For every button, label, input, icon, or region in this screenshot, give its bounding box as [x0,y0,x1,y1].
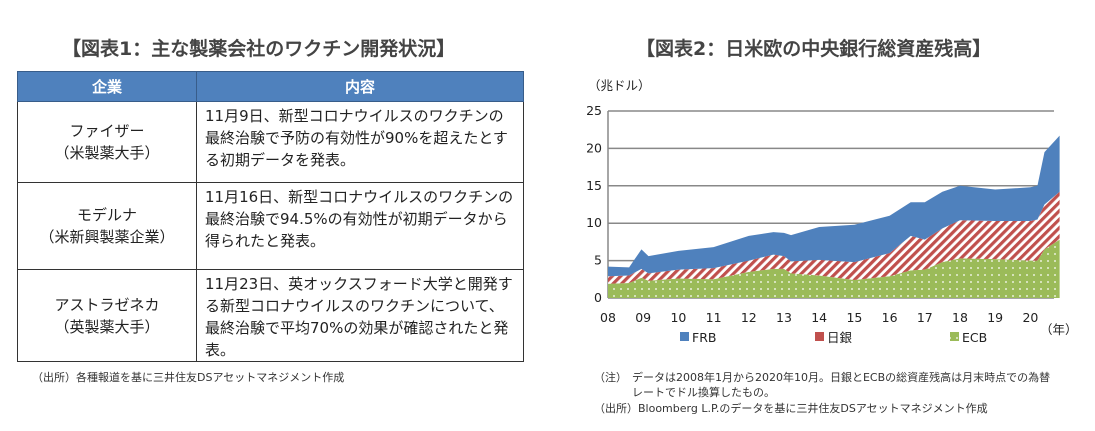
header-company: 企業 [17,71,197,102]
x-tick-label: 09 [635,310,651,325]
x-tick-label: 15 [846,310,862,325]
legend-label: 日銀 [827,330,853,345]
legend-swatch [680,332,689,341]
area-frb [608,135,1060,277]
company-name: モデルナ [76,206,137,224]
legend-swatch [950,332,959,341]
x-tick-label: 10 [670,310,686,325]
note-line2: レートでドル換算したもの。 [632,386,775,399]
x-tick-label: 19 [987,310,1003,325]
x-tick-label: 11 [706,310,722,325]
area-boj [608,191,1060,284]
content-cell: 11月23日、英オックスフォード大学と開発する新型コロナウイルスのワクチンについ… [196,269,524,362]
legend-label: ECB [962,330,987,345]
company-desc: （英製薬大手） [54,317,160,336]
y-tick-label: 5 [594,253,602,268]
note-line1: データは2008年1月から2020年10月。日銀とECBの総資産残高は月末時点で… [632,371,1051,384]
x-tick-label: 08 [600,310,616,325]
header-content: 内容 [196,71,524,102]
x-tick-label: 16 [882,310,898,325]
y-tick-label: 20 [586,140,602,155]
company-cell: アストラゼネカ （英製薬大手） [17,269,197,362]
x-tick-label: 14 [811,310,827,325]
y-tick-label: 15 [586,178,602,193]
company-desc: （米新興製薬企業） [39,228,175,246]
y-tick-label: 0 [594,290,602,305]
table-row: モデルナ （米新興製薬企業） 11月16日、新型コロナウイルスのワクチンの最終治験… [17,182,524,270]
figure2-title: 【図表2：日米欧の中央銀行総資産残高】 [636,38,992,60]
figure1-title: 【図表1：主な製薬会社のワクチン開発状況】 [62,38,456,60]
figure1-source: （出所）各種報道を基に三井住友DSアセットマネジメント作成 [32,371,345,384]
company-cell: ファイザー （米製薬大手） [17,101,197,183]
y-tick-label: 25 [586,103,602,118]
x-tick-label: 12 [741,310,757,325]
company-name: ファイザー [69,122,145,140]
content-cell: 11月16日、新型コロナウイルスのワクチンの最終治験で94.5%の有効性が初期デ… [196,182,524,270]
area-ecb [608,239,1060,298]
x-tick-label: 17 [917,310,933,325]
x-tick-label: 18 [952,310,968,325]
table-header: 企業 内容 [17,71,524,102]
figure2-source: （出所）Bloomberg L.P.のデータを基に三井住友DSアセットマネジメン… [594,402,988,415]
legend-label: FRB [692,330,716,345]
vaccine-table: 企業 内容 ファイザー （米製薬大手） 11月9日、新型コロナウイルスのワクチンの… [17,71,524,362]
table-row: アストラゼネカ （英製薬大手） 11月23日、英オックスフォード大学と開発する新型… [17,269,524,362]
x-tick-label: 20 [1022,310,1038,325]
x-tick-label: 13 [776,310,792,325]
legend-swatch [815,332,824,341]
company-cell: モデルナ （米新興製薬企業） [17,182,197,270]
company-desc: （米製薬大手） [54,144,160,162]
central-bank-chart: （兆ドル） 0 5 10 15 20 25 08 09 10 11 12 13 14 15 16 17 18 1… [586,78,1070,345]
x-axis-unit: （年） [1040,322,1070,337]
note-label: （注） [594,371,627,384]
y-axis-unit: （兆ドル） [588,78,651,93]
content-cell: 11月9日、新型コロナウイルスのワクチンの最終治験で予防の有効性が90%を超えた… [196,101,524,183]
table-row: ファイザー （米製薬大手） 11月9日、新型コロナウイルスのワクチンの最終治験で予… [17,101,524,183]
company-name: アストラゼネカ [54,295,160,314]
y-tick-label: 10 [586,215,602,230]
